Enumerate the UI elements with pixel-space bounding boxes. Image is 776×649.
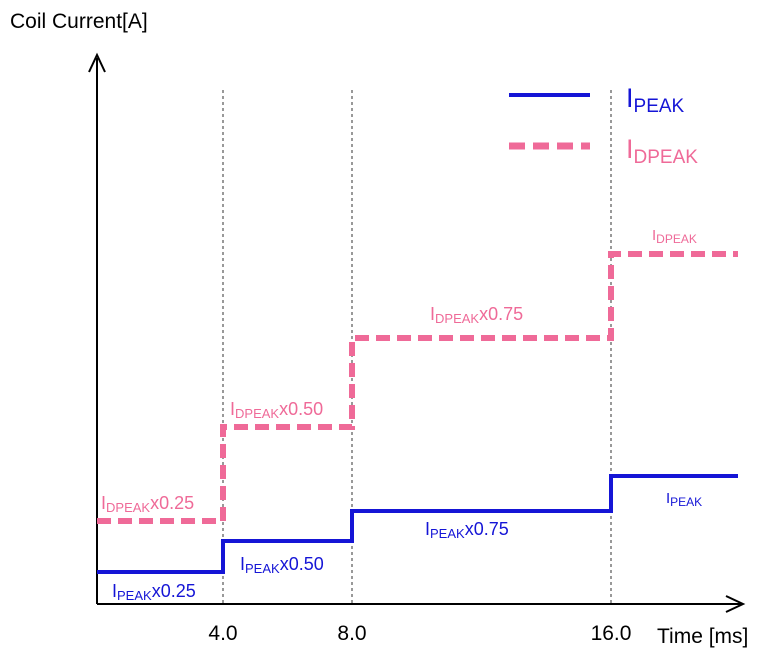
grid-layer (222, 90, 612, 604)
y-axis-arrow (88, 52, 106, 73)
legend-idpeak-main: I (626, 134, 634, 164)
legend-label-ipeak: IPEAK (626, 83, 685, 117)
step-label-idpeak-1: IDPEAKx0.25 (101, 493, 194, 515)
step-label-ipeak-2: IPEAKx0.50 (240, 554, 324, 576)
step-label-sub: DPEAK (656, 232, 697, 246)
step-label-idpeak-2: IDPEAKx0.50 (230, 399, 323, 421)
step-label-main: I (666, 490, 670, 507)
step-label-main: I (425, 519, 430, 539)
series-line-idpeak (97, 251, 738, 524)
step-label-main: I (112, 581, 117, 601)
step-label-suffix: x0.50 (280, 554, 324, 574)
x-tick-label: 16.0 (591, 622, 632, 645)
series-line-ipeak (97, 474, 738, 574)
step-label-sub: DPEAK (435, 311, 479, 326)
step-label-sub: DPEAK (106, 500, 150, 515)
legend-idpeak-sub: DPEAK (634, 147, 699, 168)
step-label-ipeak-1: IPEAKx0.25 (112, 581, 196, 603)
legend-label-idpeak: IDPEAK (626, 134, 698, 168)
step-label-sub: PEAK (245, 561, 280, 576)
step-label-main: I (430, 304, 435, 324)
x-axis-arrow (725, 595, 746, 613)
series-layer (97, 251, 738, 574)
step-label-ipeak-4: IPEAK (666, 490, 702, 509)
step-label-idpeak-4: IDPEAK (652, 227, 697, 246)
step-label-main: I (101, 493, 106, 513)
x-tick-label: 4.0 (208, 622, 237, 645)
y-axis-title: Coil Current[A] (10, 10, 148, 33)
x-axis-title: Time [ms] (657, 625, 748, 648)
step-label-sub: PEAK (430, 526, 465, 541)
step-label-suffix: x0.75 (465, 519, 509, 539)
legend-ipeak-sub: PEAK (634, 96, 685, 117)
step-label-main: I (652, 227, 656, 244)
step-label-sub: PEAK (670, 495, 702, 509)
legend: IPEAK IDPEAK (509, 83, 698, 168)
legend-ipeak-main: I (626, 83, 634, 113)
step-label-ipeak-3: IPEAKx0.75 (425, 519, 509, 541)
step-label-idpeak-3: IDPEAKx0.75 (430, 304, 523, 326)
step-label-main: I (230, 399, 235, 419)
step-label-suffix: x0.25 (152, 581, 196, 601)
step-label-sub: PEAK (117, 588, 152, 603)
x-tick-labels: 4.0 8.0 16.0 (208, 622, 631, 645)
step-labels: IPEAKx0.25IPEAKx0.50IPEAKx0.75IPEAKIDPEA… (101, 227, 702, 603)
step-label-main: I (240, 554, 245, 574)
x-tick-label: 8.0 (337, 622, 366, 645)
step-label-suffix: x0.25 (150, 493, 194, 513)
step-label-sub: DPEAK (235, 406, 279, 421)
step-label-suffix: x0.75 (479, 304, 523, 324)
step-label-suffix: x0.50 (279, 399, 323, 419)
